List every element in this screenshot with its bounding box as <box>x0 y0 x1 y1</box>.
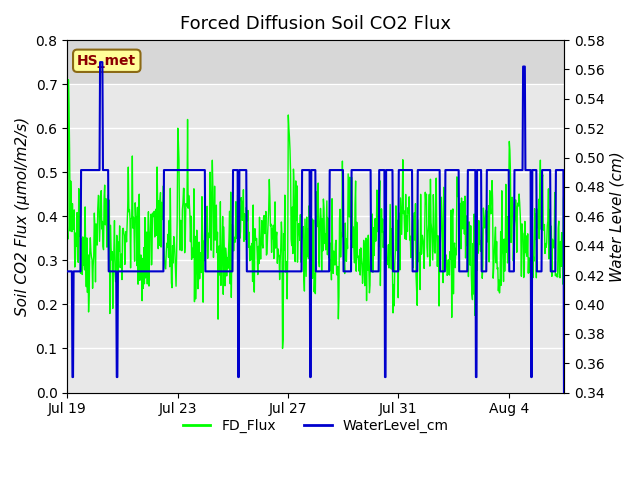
Y-axis label: Water Level (cm): Water Level (cm) <box>610 151 625 282</box>
Bar <box>67 40 564 84</box>
Text: HS_met: HS_met <box>77 54 136 68</box>
Title: Forced Diffusion Soil CO2 Flux: Forced Diffusion Soil CO2 Flux <box>180 15 451 33</box>
Legend: FD_Flux, WaterLevel_cm: FD_Flux, WaterLevel_cm <box>177 413 454 438</box>
Y-axis label: Soil CO2 Flux (μmol/m2/s): Soil CO2 Flux (μmol/m2/s) <box>15 117 30 316</box>
